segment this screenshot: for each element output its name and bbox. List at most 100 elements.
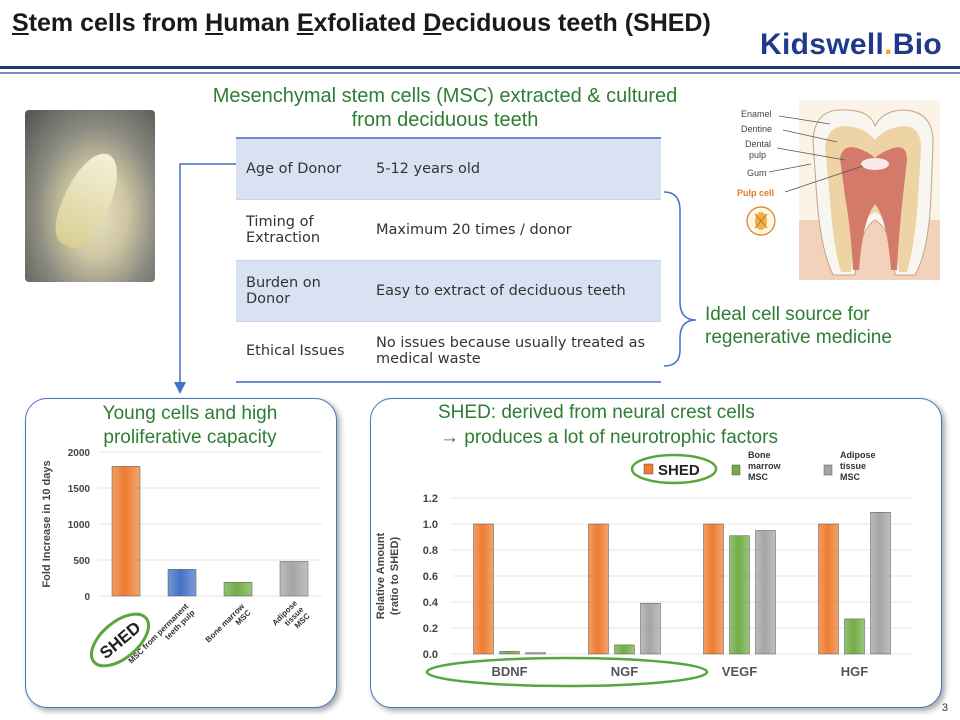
y-axis-label-line1: Relative Amount bbox=[375, 532, 387, 619]
right-brace bbox=[663, 191, 697, 367]
proliferation-chart: 0 500 1000 1500 2000 Fold Increase in 10 days… bbox=[41, 448, 322, 668]
ideal-cell-source-text: Ideal cell source for regenerative medic… bbox=[705, 304, 892, 348]
y-tick-label: 0.6 bbox=[423, 571, 438, 583]
header-rule-top bbox=[0, 66, 960, 69]
bar-hgf-bone-marrow-msc bbox=[844, 618, 865, 655]
gum-label: Gum bbox=[747, 168, 767, 178]
header-rule-bottom bbox=[0, 72, 960, 74]
legend-label-line: MSC bbox=[840, 472, 861, 482]
bar-vegf-adipose-tissue-msc bbox=[755, 530, 776, 655]
row-key: Burden on Donor bbox=[236, 260, 366, 321]
y-tick-label: 2000 bbox=[68, 448, 91, 459]
y-tick-label: 1500 bbox=[68, 484, 91, 495]
legend-label-line: marrow bbox=[748, 461, 782, 471]
legend-swatch bbox=[731, 464, 741, 476]
title-part: S bbox=[12, 9, 29, 37]
proliferation-panel bbox=[25, 398, 337, 708]
bdnf-ngf-highlight bbox=[425, 656, 709, 688]
y-tick-label: 0 bbox=[84, 592, 90, 603]
shed-properties-table: Age of Donor 5-12 years old Timing of Ex… bbox=[236, 137, 661, 383]
logo-dot: . bbox=[884, 28, 893, 61]
legend-label-line: Bone bbox=[748, 450, 771, 460]
proliferation-title: Young cells and high proliferative capac… bbox=[102, 403, 278, 448]
y-tick-label: 1000 bbox=[68, 520, 91, 531]
title-part: H bbox=[205, 9, 224, 37]
legend-label-line: MSC bbox=[748, 472, 769, 482]
y-tick-label: 0.0 bbox=[423, 649, 438, 661]
row-value: Easy to extract of deciduous teeth bbox=[366, 260, 661, 321]
row-value: No issues because usually treated as med… bbox=[376, 335, 646, 368]
bar-hgf-shed bbox=[818, 523, 839, 655]
msc-title: Mesenchymal stem cells (MSC) extracted &… bbox=[212, 85, 678, 131]
table-row: Timing of Extraction Maximum 20 times / … bbox=[236, 199, 661, 260]
dental-pulp-label-1: Dental bbox=[745, 139, 771, 149]
x-tick-label: BDNF bbox=[491, 664, 527, 679]
y-tick-label: 0.2 bbox=[423, 623, 438, 635]
page-title: Stem cells from Human Exfoliated Deciduo… bbox=[12, 10, 752, 36]
x-tick-label: NGF bbox=[611, 664, 639, 679]
title-part: xfoliated bbox=[313, 9, 424, 37]
title-part: tem cells from bbox=[28, 9, 206, 37]
title-part: uman bbox=[223, 9, 297, 37]
bar-adipose-tissue-msc bbox=[279, 561, 309, 597]
table-row: Burden on Donor Easy to extract of decid… bbox=[236, 260, 661, 321]
row-value: 5-12 years old bbox=[366, 138, 661, 199]
neurotrophic-panel bbox=[370, 398, 942, 708]
title-part: eciduous teeth (SHED) bbox=[441, 9, 711, 37]
shed-legend-highlight bbox=[630, 453, 718, 485]
legend-label-line: tissue bbox=[840, 461, 866, 471]
tooth-extraction-photo bbox=[25, 110, 155, 282]
deciduous-tooth-image bbox=[45, 145, 130, 255]
bar-vegf-shed bbox=[703, 523, 724, 655]
neurotrophic-factor-chart: 0.0 0.2 0.4 0.6 0.8 1.0 1.2 Relative Amount (rat… bbox=[375, 450, 912, 688]
y-axis-label: Relative Amount (ratio to SHED) bbox=[375, 532, 401, 619]
bar-shed bbox=[111, 466, 141, 597]
pulp-cell-label: Pulp cell bbox=[737, 188, 774, 198]
enamel-label: Enamel bbox=[741, 109, 772, 119]
bar-bdnf-adipose-tissue-msc bbox=[525, 652, 546, 655]
y-tick-label: 1.0 bbox=[423, 519, 438, 531]
bar-vegf-bone-marrow-msc bbox=[729, 535, 750, 655]
bar-bdnf-shed bbox=[473, 523, 494, 655]
bar-ngf-adipose-tissue-msc bbox=[640, 603, 661, 655]
logo-text-main: Kidswell bbox=[760, 28, 885, 61]
row-key: Timing of Extraction bbox=[246, 213, 321, 246]
row-value: Maximum 20 times / donor bbox=[376, 221, 572, 238]
shed-highlight-ellipse bbox=[90, 612, 150, 668]
bar-msc-from-permanent-teeth-pulp bbox=[167, 569, 197, 597]
y-tick-label: 0.8 bbox=[423, 545, 438, 557]
kidswell-bio-logo: Kidswell.Bio bbox=[760, 28, 942, 62]
page-number: 3 bbox=[941, 702, 948, 714]
y-tick-label: 0.4 bbox=[423, 597, 439, 609]
y-tick-label: 1.2 bbox=[423, 493, 438, 505]
connector-arrow bbox=[174, 163, 236, 394]
row-key: Ethical Issues bbox=[246, 343, 345, 360]
y-axis-label-line2: (ratio to SHED) bbox=[389, 537, 401, 616]
dental-pulp bbox=[840, 147, 907, 270]
legend-swatch bbox=[823, 464, 833, 476]
legend-label-line: Adipose bbox=[840, 450, 876, 460]
title-part: E bbox=[296, 9, 314, 37]
neural-crest-title: SHED: derived from neural crest cells bbox=[438, 402, 755, 423]
bar-ngf-bone-marrow-msc bbox=[614, 644, 635, 655]
table-row: Age of Donor 5-12 years old bbox=[236, 138, 661, 199]
x-tick-label: HGF bbox=[841, 664, 869, 679]
tooth-diagram: Enamel Dentine Dental pulp Gum Pulp cell bbox=[737, 100, 940, 280]
pulp-cell-highlight bbox=[861, 158, 889, 170]
dental-pulp-label-2: pulp bbox=[749, 150, 766, 160]
bar-bdnf-bone-marrow-msc bbox=[499, 651, 520, 655]
legend-label-shed: SHED bbox=[658, 462, 700, 479]
x-tick-label: VEGF bbox=[722, 664, 757, 679]
dentine-label: Dentine bbox=[741, 124, 772, 134]
legend-swatch-shed bbox=[643, 463, 654, 475]
y-tick-label: 500 bbox=[73, 556, 90, 567]
title-part: D bbox=[423, 9, 442, 37]
logo-text-end: Bio bbox=[892, 28, 942, 61]
bar-ngf-shed bbox=[588, 523, 609, 655]
bar-bone-marrow-msc bbox=[223, 582, 253, 597]
table-row: Ethical Issues No issues because usually… bbox=[236, 321, 661, 382]
bar-hgf-adipose-tissue-msc bbox=[870, 512, 891, 655]
